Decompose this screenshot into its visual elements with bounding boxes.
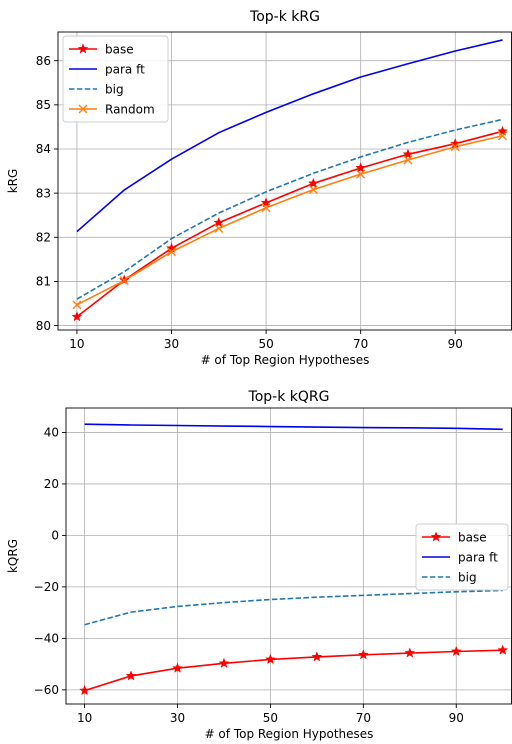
legend-label-big: big xyxy=(458,570,477,584)
data-point-base xyxy=(311,651,323,662)
y-axis-label: kRG xyxy=(6,169,20,194)
y-tick-label: 20 xyxy=(44,477,59,491)
data-point-base xyxy=(71,311,83,322)
data-point-base xyxy=(218,657,230,668)
chart-top-k-kqrg: 10 30 50 70 90 −60 −40 −20 0 20 40 Top-k kQRG # of T… xyxy=(6,389,512,741)
series-line-base xyxy=(84,649,503,692)
data-point-base xyxy=(404,647,416,658)
y-tick-label: 0 xyxy=(51,529,59,543)
legend-label-base: base xyxy=(458,530,487,544)
data-point-base xyxy=(172,662,183,673)
legend-label-base: base xyxy=(105,42,134,56)
data-point-base xyxy=(307,177,319,189)
y-tick-label: 83 xyxy=(36,186,51,200)
series-line-big xyxy=(84,589,503,626)
x-tick-label: 10 xyxy=(69,337,84,351)
series-line-base xyxy=(76,130,503,318)
series-line-para-ft xyxy=(76,39,503,233)
y-tick-label: 81 xyxy=(36,275,51,289)
x-tick-label: 50 xyxy=(258,337,273,351)
y-tick-label: 80 xyxy=(36,319,51,333)
data-point-base xyxy=(355,162,367,173)
x-tick-label: 70 xyxy=(353,337,368,351)
legend-label-random: Random xyxy=(105,102,155,116)
legend-marker-base xyxy=(77,43,89,54)
data-point-random xyxy=(167,247,176,257)
data-point-base xyxy=(497,644,509,655)
data-point-base xyxy=(264,653,276,665)
legend-label-big: big xyxy=(105,82,124,96)
y-tick-label: 82 xyxy=(36,230,51,244)
y-tick-label: 86 xyxy=(36,54,51,68)
y-tick-label: −20 xyxy=(34,580,59,594)
y-tick-label: −60 xyxy=(34,683,59,697)
data-point-random xyxy=(261,203,271,213)
y-tick-label: 40 xyxy=(44,426,59,440)
legend: base para ft big xyxy=(415,523,509,591)
y-tick-label: 84 xyxy=(36,142,51,156)
data-point-base xyxy=(357,649,369,660)
chart-title: Top-k kQRG xyxy=(248,389,330,405)
data-point-base xyxy=(402,148,414,159)
x-tick-label: 10 xyxy=(77,711,92,725)
legend-marker-base xyxy=(430,531,442,542)
x-tick-label: 70 xyxy=(356,711,371,725)
data-point-base xyxy=(79,684,91,696)
series-line-random xyxy=(76,134,503,306)
data-point-base xyxy=(497,125,508,136)
data-point-base xyxy=(166,242,177,253)
data-point-random xyxy=(498,131,508,141)
series-line-big xyxy=(76,118,503,300)
data-point-random xyxy=(119,276,129,286)
data-point-random xyxy=(403,155,413,165)
y-axis-label: kQRG xyxy=(6,539,20,573)
data-point-random xyxy=(214,223,224,233)
legend-label-para-ft: para ft xyxy=(105,62,145,76)
data-point-random xyxy=(356,169,366,179)
x-tick-label: 90 xyxy=(448,337,463,351)
x-axis-label: # of Top Region Hypotheses xyxy=(201,353,370,367)
data-point-base xyxy=(450,645,462,657)
x-tick-label: 30 xyxy=(170,711,185,725)
series-line-para-ft xyxy=(84,423,503,431)
data-point-base xyxy=(260,197,272,208)
data-point-base xyxy=(449,137,461,149)
y-tick-label: −40 xyxy=(34,632,59,646)
x-tick-label: 50 xyxy=(263,711,278,725)
data-point-random xyxy=(308,185,318,195)
legend-box xyxy=(62,35,169,123)
y-tick-label: 85 xyxy=(36,98,51,112)
data-point-random xyxy=(450,142,460,152)
legend-label-para-ft: para ft xyxy=(458,550,498,564)
data-point-base xyxy=(125,670,137,681)
x-tick-label: 90 xyxy=(449,711,464,725)
data-point-base xyxy=(213,217,225,228)
x-tick-label: 30 xyxy=(164,337,179,351)
legend-marker-random xyxy=(78,104,88,114)
data-point-random xyxy=(72,300,82,310)
chart-top-k-krg: 10 30 50 70 90 80 81 82 83 84 85 86 Top-k kRG # of To… xyxy=(6,9,512,367)
legend: base para ft big Random xyxy=(62,35,169,123)
chart-title: Top-k kRG xyxy=(249,9,320,25)
x-axis-label: # of Top Region Hypotheses xyxy=(205,727,374,741)
